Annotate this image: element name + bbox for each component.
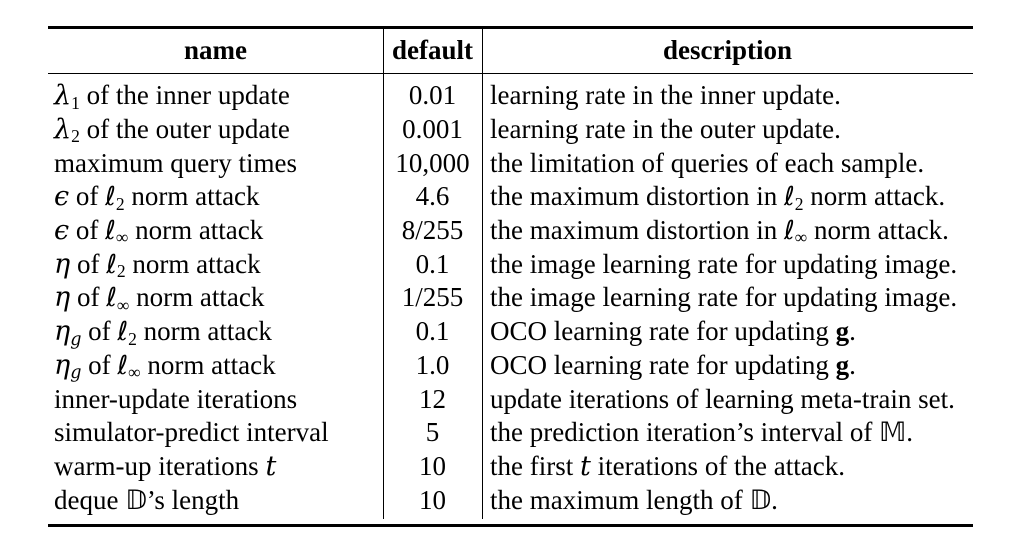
name-cell: ηg of ℓ2 norm attack — [54, 316, 272, 350]
default-cell: 8/255 — [401, 215, 464, 246]
default-cell: 0.01 — [408, 80, 457, 111]
description-cell: the limitation of queries of each sample… — [490, 147, 925, 178]
name-cell: ϵ of ℓ2 norm attack — [54, 181, 260, 214]
table-row: ηg of ℓ∞ norm attack 1.0 OCO learning rate… — [48, 349, 973, 383]
name-cell: η of ℓ2 norm attack — [54, 248, 261, 282]
name-cell: warm-up iterations t — [54, 450, 277, 482]
description-cell: learning rate in the outer update. — [490, 114, 841, 145]
table-row: ϵ of ℓ2 norm attack 4.6 the maximum distor… — [48, 180, 973, 214]
default-cell: 1/255 — [401, 282, 464, 313]
table-bottom-rule — [48, 524, 973, 527]
column-header-description: description — [662, 35, 792, 65]
table-header-rule — [48, 73, 973, 75]
description-cell: the first t iterations of the attack. — [490, 450, 845, 482]
column-divider-2 — [481, 28, 483, 519]
column-header-name: name — [184, 35, 247, 65]
table-row: λ1 of the inner update 0.01 learning rate … — [48, 79, 973, 113]
default-cell: 10 — [419, 484, 446, 515]
table-row: η of ℓ2 norm attack 0.1 the image learning… — [48, 247, 973, 281]
default-cell: 4.6 — [415, 181, 450, 212]
default-cell: 0.001 — [402, 114, 463, 145]
table-top-rule — [48, 26, 973, 29]
table-row: η of ℓ∞ norm attack 1/255 the image learni… — [48, 281, 973, 315]
name-cell: ηg of ℓ∞ norm attack — [54, 349, 276, 384]
description-cell: the maximum distortion in ℓ2 norm attack… — [490, 181, 946, 214]
default-cell: 0.1 — [415, 316, 450, 347]
description-cell: update iterations of learning meta-train… — [490, 383, 955, 414]
table-row: ηg of ℓ2 norm attack 0.1 OCO learning rate… — [48, 315, 973, 349]
name-cell: simulator-predict interval — [54, 417, 329, 448]
default-cell: 12 — [419, 383, 446, 414]
table-row: simulator-predict interval 5 the predictio… — [48, 416, 973, 450]
default-cell: 10,000 — [395, 147, 470, 178]
default-cell: 10 — [419, 450, 446, 481]
description-cell: the prediction iteration’s interval of 𝕄… — [490, 417, 914, 449]
description-cell: the image learning rate for updating ima… — [490, 282, 958, 313]
table-row: maximum query times 10,000 the limitation … — [48, 146, 973, 180]
name-cell: deque 𝔻’s length — [54, 484, 240, 516]
name-cell: λ1 of the inner update — [54, 80, 290, 113]
default-cell: 5 — [425, 417, 440, 448]
name-cell: λ2 of the outer update — [54, 114, 290, 147]
table-row: ϵ of ℓ∞ norm attack 8/255 the maximum dist… — [48, 214, 973, 248]
description-cell: learning rate in the inner update. — [490, 80, 841, 111]
name-cell: ϵ of ℓ∞ norm attack — [54, 215, 264, 248]
table-row: inner-update iterations 12 update iteratio… — [48, 382, 973, 416]
column-divider-1 — [382, 28, 384, 519]
table-row: λ2 of the outer update 0.001 learning rate… — [48, 113, 973, 147]
description-cell: OCO learning rate for updating g. — [490, 349, 856, 380]
column-header-default: default — [392, 35, 473, 65]
name-cell: maximum query times — [54, 147, 297, 178]
name-cell: η of ℓ∞ norm attack — [54, 282, 265, 315]
table-row: deque 𝔻’s length 10 the maximum length of … — [48, 483, 973, 517]
default-cell: 1.0 — [415, 349, 450, 380]
description-cell: OCO learning rate for updating g. — [490, 316, 856, 347]
description-cell: the maximum length of 𝔻. — [490, 484, 778, 516]
table-row: warm-up iterations t 10 the first t iterat… — [48, 450, 973, 484]
name-cell: inner-update iterations — [54, 383, 298, 414]
description-cell: the image learning rate for updating ima… — [490, 248, 958, 279]
table-header-row: name default description — [48, 28, 973, 73]
description-cell: the maximum distortion in ℓ∞ norm attack… — [490, 215, 949, 248]
default-cell: 0.1 — [415, 248, 450, 279]
table-body: λ1 of the inner update 0.01 learning rate … — [48, 79, 973, 517]
